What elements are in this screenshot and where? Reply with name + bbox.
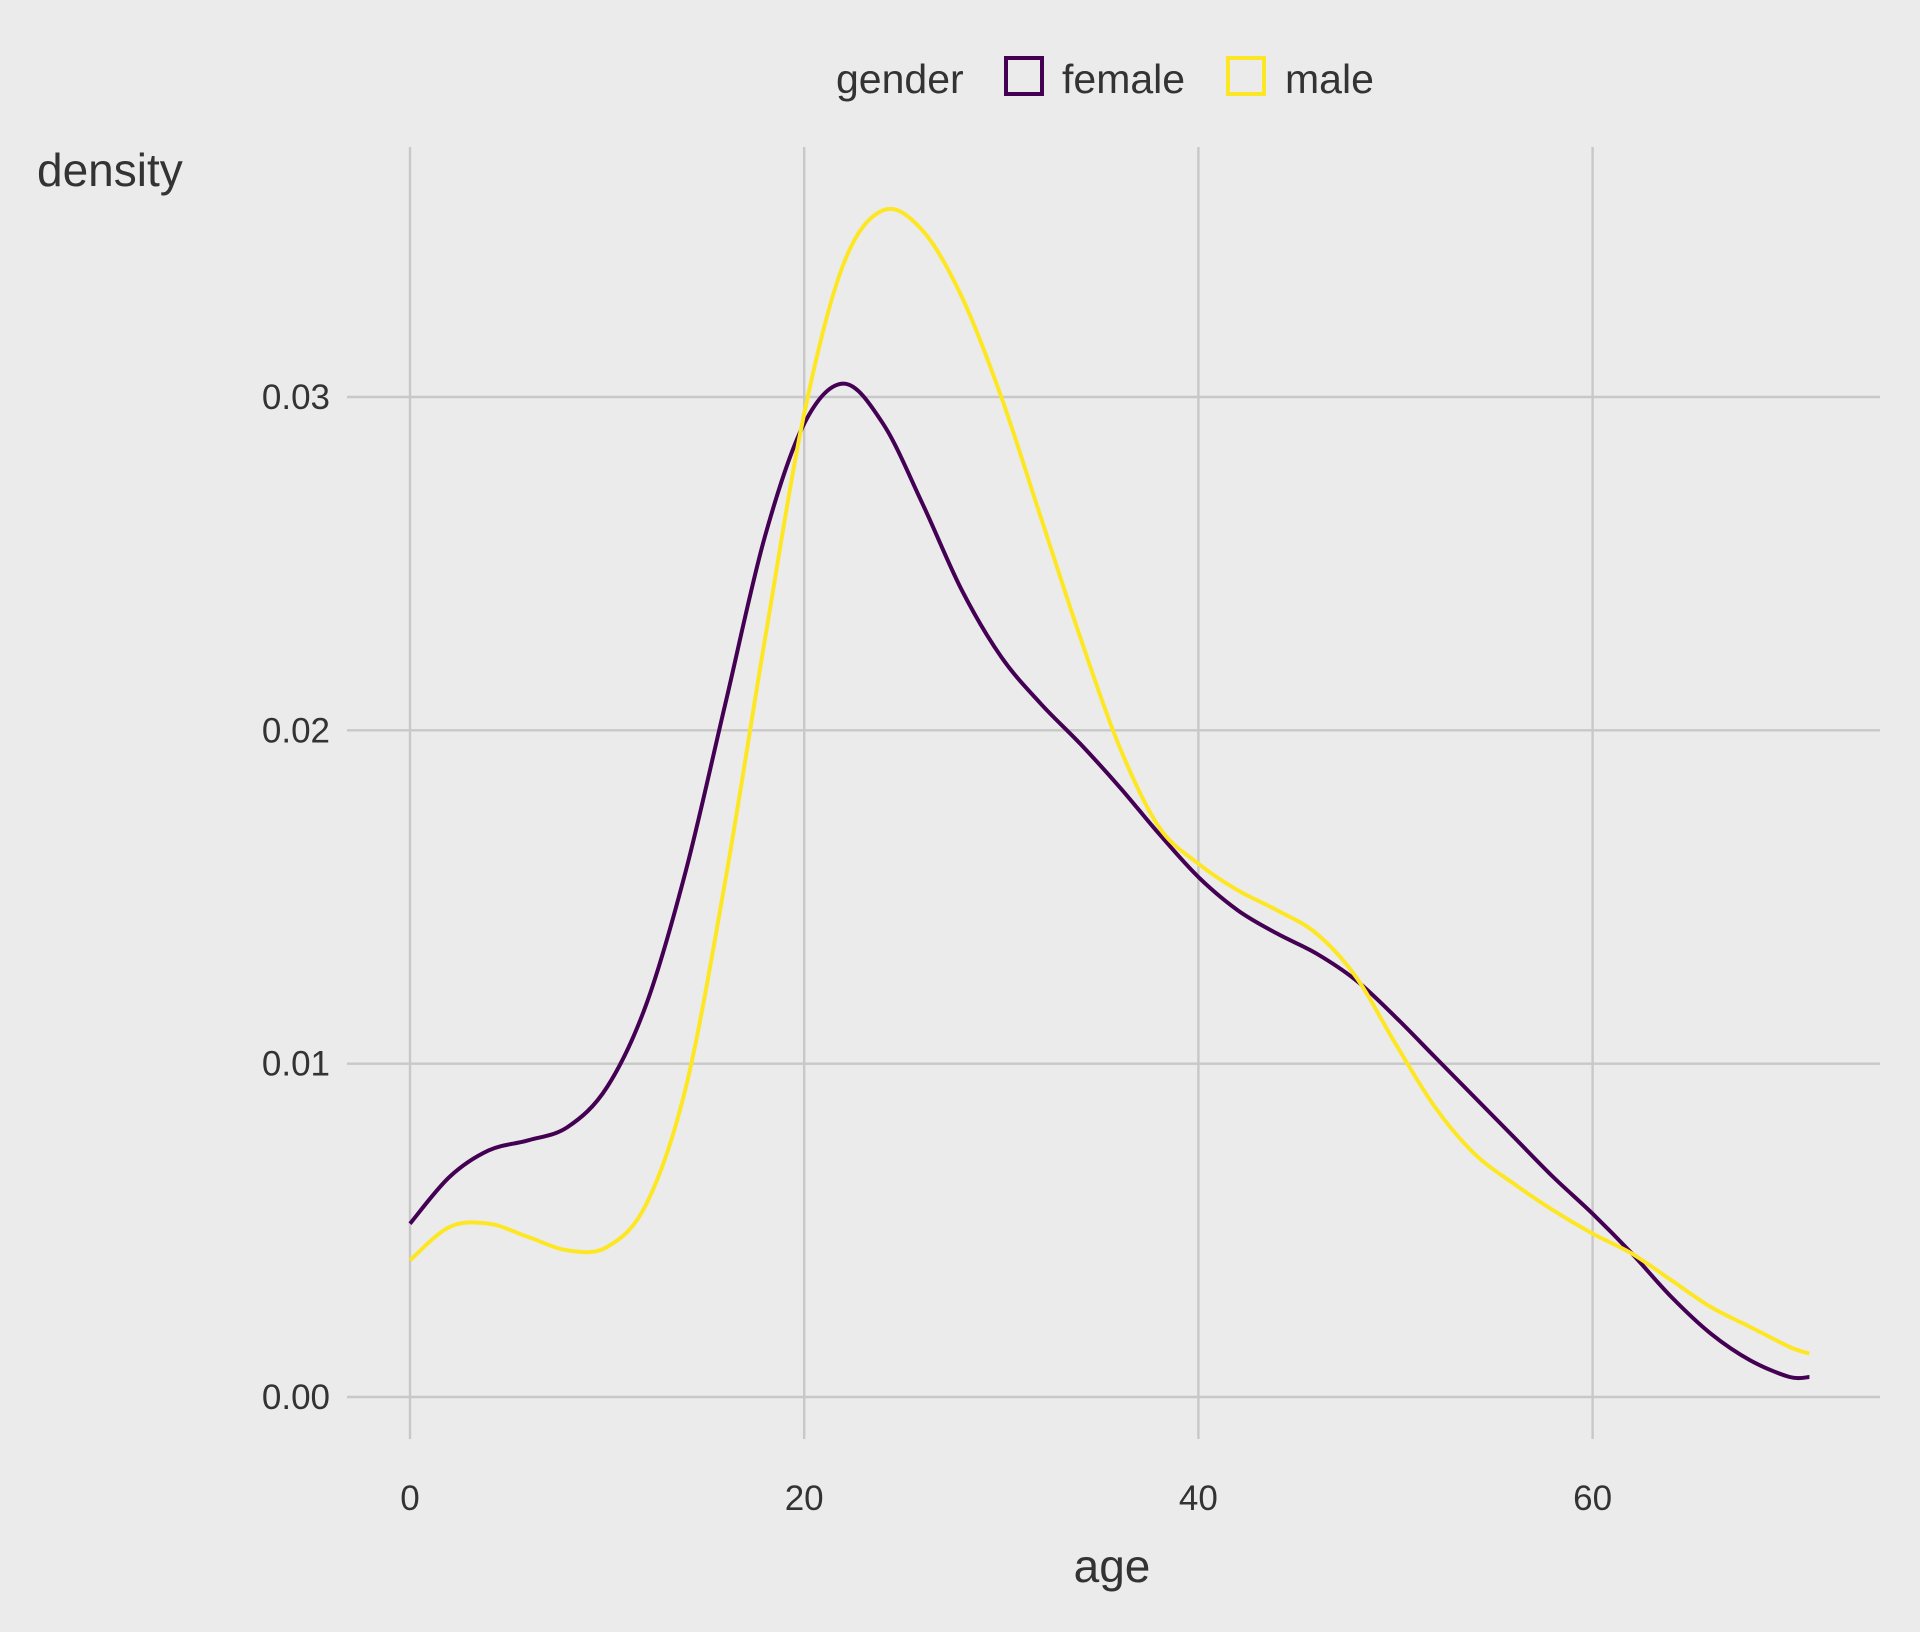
legend-label-female: female	[1062, 56, 1185, 102]
y-tick-label: 0.03	[262, 378, 330, 417]
legend-label-male: male	[1285, 56, 1374, 102]
x-tick-label: 0	[400, 1479, 419, 1518]
x-tick-labels: 0 20 40 60	[400, 1479, 1612, 1518]
x-axis-title: age	[1074, 1540, 1151, 1592]
x-tick-label: 40	[1179, 1479, 1218, 1518]
y-tick-label: 0.00	[262, 1378, 330, 1417]
y-tick-labels: 0.00 0.01 0.02 0.03	[262, 378, 330, 1417]
density-line-male	[408, 207, 1811, 1356]
legend-title: gender	[836, 56, 964, 102]
y-tick-label: 0.02	[262, 711, 330, 750]
legend: gender female male	[836, 56, 1374, 102]
y-axis-title: density	[37, 144, 183, 196]
legend-key-female	[1004, 56, 1044, 96]
x-tick-label: 20	[785, 1479, 824, 1518]
legend-key-male	[1226, 56, 1266, 96]
series-lines	[408, 207, 1811, 1381]
y-tick-label: 0.01	[262, 1045, 330, 1084]
x-tick-label: 60	[1573, 1479, 1612, 1518]
density-line-female	[408, 381, 1810, 1381]
